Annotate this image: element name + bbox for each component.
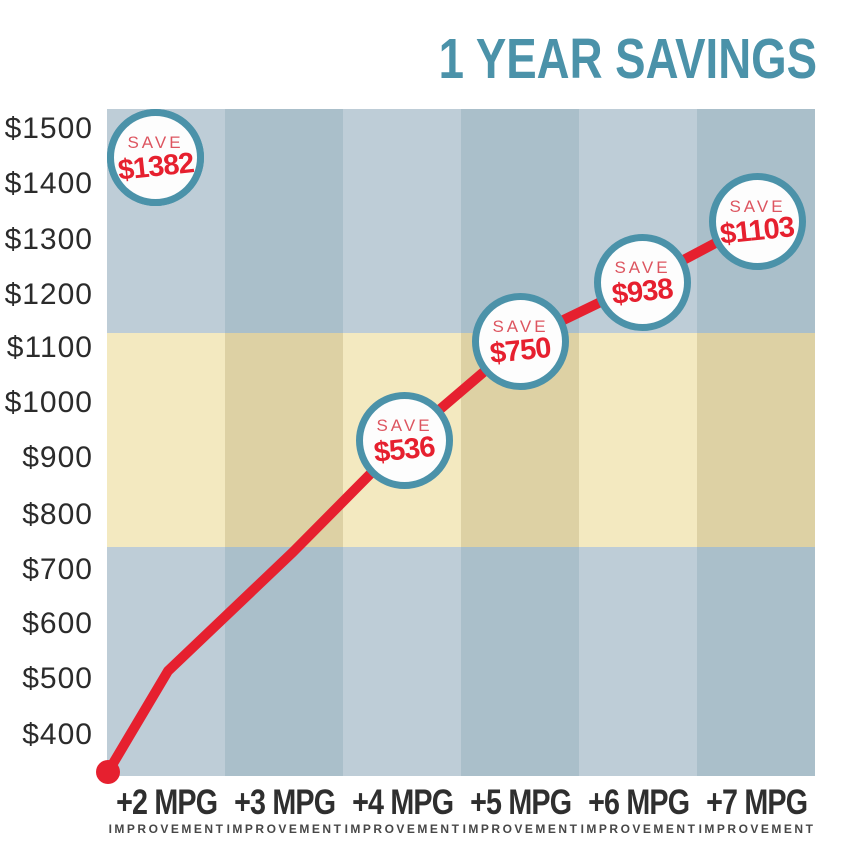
x-axis-sublabel: IMPROVEMENT: [344, 822, 462, 836]
y-tick-label: $1000: [4, 386, 93, 419]
x-axis-label: +6 MPG: [588, 783, 690, 822]
x-axis-category: +7 MPG IMPROVEMENT: [667, 783, 847, 837]
data-point-badge: SAVE $938: [594, 234, 691, 331]
save-amount: $1382: [116, 146, 195, 187]
highlight-band-segment: [579, 333, 697, 547]
save-amount: $536: [372, 430, 437, 469]
x-axis-label: +5 MPG: [470, 783, 572, 822]
save-label: SAVE: [127, 132, 184, 152]
save-label: SAVE: [614, 257, 671, 277]
y-tick-label: $600: [22, 607, 93, 640]
y-tick-label: $900: [22, 441, 93, 474]
savings-line: [96, 216, 762, 784]
save-amount: $938: [610, 272, 675, 311]
y-tick-label: $1500: [4, 112, 93, 145]
x-axis-label: +3 MPG: [234, 783, 336, 822]
x-axis-sublabel: IMPROVEMENT: [226, 822, 344, 836]
y-tick-label: $1400: [4, 167, 93, 200]
x-axis-sublabel: IMPROVEMENT: [462, 822, 580, 836]
x-axis-sublabel: IMPROVEMENT: [108, 822, 226, 836]
x-axis-category: +5 MPG IMPROVEMENT: [431, 783, 611, 837]
y-tick-label: $1100: [6, 331, 93, 364]
highlight-band-segment: [225, 333, 343, 547]
line-start-dot: [96, 760, 120, 784]
x-axis-label: +2 MPG: [116, 783, 218, 822]
x-axis-category: +2 MPG IMPROVEMENT: [77, 783, 257, 837]
y-axis: $1500 $1400 $1300 $1200 $1100 $1000 $900…: [0, 0, 99, 862]
x-axis-category: +4 MPG IMPROVEMENT: [313, 783, 493, 837]
plot-area: SAVE $536 SAVE $750 SAVE $938 SAVE $1103…: [96, 109, 815, 784]
x-axis-category: +6 MPG IMPROVEMENT: [549, 783, 729, 837]
x-axis-sublabel: IMPROVEMENT: [580, 822, 698, 836]
y-tick-label: $400: [22, 718, 93, 751]
chart-title: 1 YEAR SAVINGS: [438, 27, 817, 91]
y-tick-label: $700: [22, 553, 93, 586]
y-tick-label: $1200: [4, 278, 93, 311]
x-axis-label: +7 MPG: [706, 783, 808, 822]
x-axis-label: +4 MPG: [352, 783, 454, 822]
y-tick-label: $800: [22, 498, 93, 531]
save-label: SAVE: [376, 415, 433, 435]
data-point-badge: SAVE $1103: [709, 173, 806, 270]
data-point-badge: SAVE $536: [356, 392, 453, 489]
y-tick-label: $500: [22, 662, 93, 695]
data-point-badge: SAVE $1382: [107, 109, 204, 206]
x-axis-category: +3 MPG IMPROVEMENT: [195, 783, 375, 837]
save-amount: $750: [488, 331, 553, 370]
y-tick-label: $1300: [4, 223, 93, 256]
highlight-band-segment: [697, 333, 815, 547]
data-point-badge: SAVE $750: [472, 293, 569, 390]
save-amount: $1103: [718, 210, 796, 251]
save-label: SAVE: [492, 316, 549, 336]
highlight-band-segment: [107, 333, 225, 547]
save-label: SAVE: [729, 196, 786, 216]
x-axis-sublabel: IMPROVEMENT: [698, 822, 816, 836]
